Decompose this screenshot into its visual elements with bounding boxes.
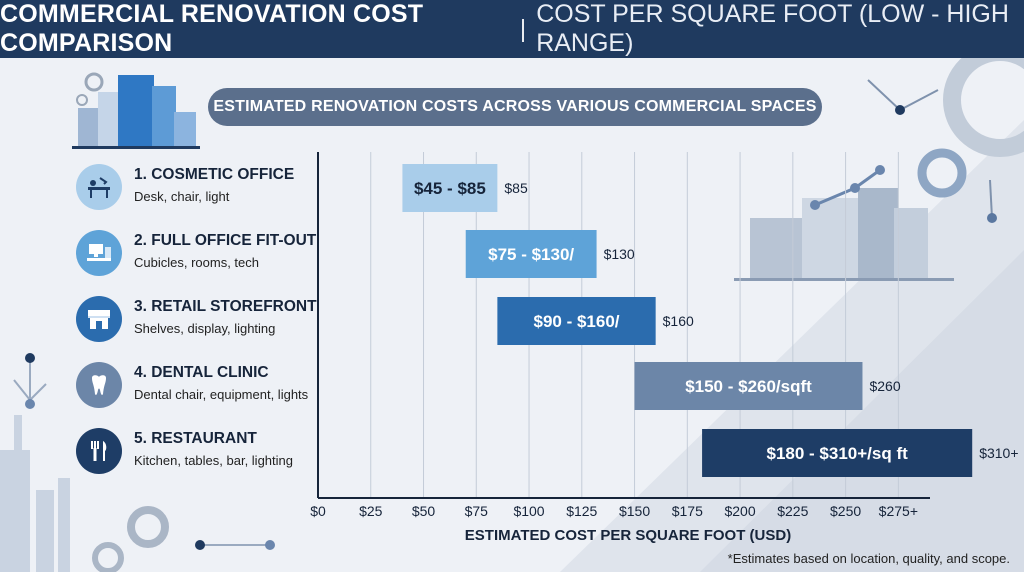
cubicle-computer-icon (76, 230, 122, 276)
x-tick-label: $100 (513, 503, 544, 519)
x-tick-label: $275+ (879, 503, 918, 519)
category-desc: Shelves, display, lighting (134, 321, 276, 336)
x-tick-label: $225 (777, 503, 808, 519)
bar-label: $150 - $260/sqft (685, 377, 812, 396)
x-tick-label: $25 (359, 503, 383, 519)
category-desc: Kitchen, tables, bar, lighting (134, 453, 293, 468)
page-title: COMMERCIAL RENOVATION COST COMPARISON (0, 0, 424, 57)
tooth-icon (76, 362, 122, 408)
bar (465, 230, 597, 278)
bar-label: $180 - $310+/sq ft (767, 444, 909, 463)
x-tick-label: $250 (830, 503, 861, 519)
category-desc: Cubicles, rooms, tech (134, 255, 259, 270)
x-tick-label: $150 (619, 503, 650, 519)
x-tick-label: $200 (724, 503, 755, 519)
bar-label: $45 - $85 (414, 179, 486, 198)
bar (634, 362, 863, 410)
bottom-gear-icon (92, 506, 169, 572)
title-separator: | (519, 14, 527, 43)
category-desc: Desk, chair, light (134, 189, 230, 204)
bar-end-label: $260 (869, 378, 900, 394)
x-tick-label: $75 (465, 503, 489, 519)
category-item: 5. RESTAURANT Kitchen, tables, bar, ligh… (76, 426, 316, 480)
x-tick-label: $50 (412, 503, 436, 519)
office-desk-icon (76, 164, 122, 210)
x-tick-label: $125 (566, 503, 597, 519)
bar (702, 429, 973, 477)
category-item: 4. DENTAL CLINIC Dental chair, equipment… (76, 360, 316, 414)
category-name: 3. RETAIL STOREFRONT (134, 298, 317, 315)
bar (402, 164, 498, 212)
section-banner: ESTIMATED RENOVATION COSTS ACROSS VARIOU… (208, 88, 822, 126)
cityscape-illustration (734, 165, 954, 281)
x-tick-label: $175 (672, 503, 703, 519)
x-tick-label: $0 (310, 503, 326, 519)
category-item: 2. FULL OFFICE FIT-OUT Cubicles, rooms, … (76, 228, 316, 282)
bar-label: $90 - $160/ (534, 312, 620, 331)
bar (497, 297, 656, 345)
bar-end-label: $160 (663, 313, 694, 329)
category-name: 2. FULL OFFICE FIT-OUT (134, 232, 317, 249)
storefront-icon (76, 296, 122, 342)
bar-label: $75 - $130/ (488, 245, 574, 264)
category-item: 3. RETAIL STOREFRONT Shelves, display, l… (76, 294, 317, 348)
header-bar: COMMERCIAL RENOVATION COST COMPARISON | … (0, 0, 1024, 58)
bar-end-label: $85 (504, 180, 528, 196)
buildings-illustration (72, 72, 200, 149)
bar-end-label: $130 (604, 246, 635, 262)
page-subtitle: COST PER SQUARE FOOT (LOW - HIGH RANGE) (536, 0, 1009, 57)
bar-end-label: $310+ (979, 445, 1018, 461)
category-name: 4. DENTAL CLINIC (134, 364, 269, 381)
fork-knife-icon (76, 428, 122, 474)
category-name: 1. COSMETIC OFFICE (134, 166, 295, 183)
category-item: 1. COSMETIC OFFICE Desk, chair, light (76, 162, 316, 216)
footnote: *Estimates based on location, quality, a… (727, 551, 1010, 566)
category-name: 5. RESTAURANT (134, 430, 257, 447)
left-skyline-decor (0, 415, 70, 572)
category-desc: Dental chair, equipment, lights (134, 387, 309, 402)
x-axis-title: ESTIMATED COST PER SQUARE FOOT (USD) (465, 527, 791, 544)
